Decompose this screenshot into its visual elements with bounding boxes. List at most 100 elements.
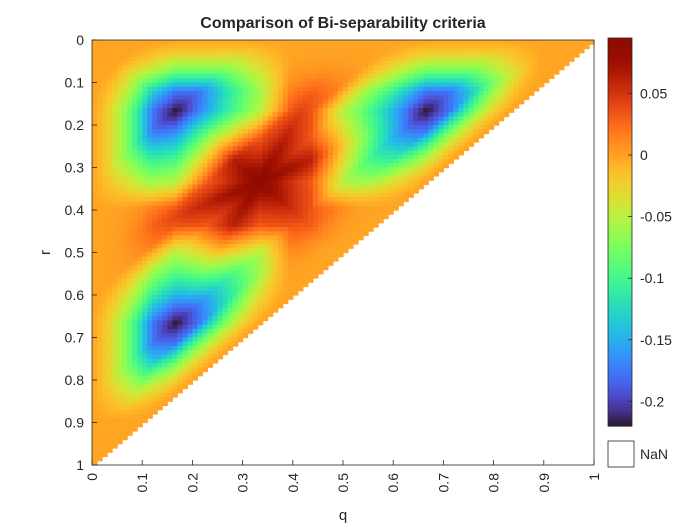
- heatmap-cell: [112, 167, 118, 173]
- heatmap-cell: [368, 61, 374, 67]
- heatmap-cell: [167, 371, 173, 377]
- heatmap-cell: [102, 239, 108, 245]
- heatmap-cell: [142, 290, 148, 296]
- heatmap-cell: [162, 392, 168, 398]
- heatmap-cell: [252, 278, 259, 283]
- heatmap-cell: [217, 99, 224, 105]
- heatmap-cell: [267, 252, 274, 258]
- heatmap-cell: [418, 167, 424, 173]
- heatmap-cell: [197, 171, 204, 177]
- heatmap-cell: [92, 418, 98, 424]
- heatmap-cell: [393, 40, 399, 45]
- heatmap-cell: [277, 210, 284, 215]
- heatmap-cell: [322, 150, 329, 156]
- heatmap-cell: [117, 222, 123, 228]
- heatmap-cell: [162, 99, 168, 105]
- heatmap-cell: [237, 201, 244, 207]
- heatmap-cell: [127, 99, 133, 105]
- heatmap-cell: [167, 333, 173, 339]
- heatmap-cell: [393, 57, 399, 62]
- heatmap-cell: [162, 388, 168, 394]
- heatmap-cell: [383, 205, 389, 211]
- heatmap-cell: [147, 307, 153, 313]
- heatmap-cell: [177, 363, 183, 368]
- heatmap-cell: [348, 205, 354, 211]
- heatmap-cell: [337, 154, 344, 160]
- heatmap-cell: [117, 324, 123, 330]
- heatmap-cell: [227, 239, 234, 245]
- heatmap-cell: [292, 116, 299, 122]
- heatmap-cell: [478, 61, 485, 67]
- heatmap-cell: [257, 252, 264, 258]
- heatmap-cell: [332, 184, 339, 190]
- heatmap-cell: [257, 150, 264, 156]
- heatmap-cell: [147, 86, 153, 92]
- heatmap-cell: [127, 265, 133, 271]
- heatmap-cell: [458, 129, 465, 135]
- heatmap-cell: [423, 120, 429, 126]
- heatmap-cell: [112, 401, 118, 407]
- heatmap-cell: [373, 48, 379, 54]
- heatmap-cell: [463, 78, 470, 84]
- heatmap-cell: [122, 214, 128, 220]
- heatmap-cell: [242, 193, 249, 198]
- heatmap-cell: [102, 74, 108, 79]
- heatmap-cell: [242, 78, 249, 84]
- heatmap-cell: [287, 65, 294, 71]
- heatmap-cell: [132, 384, 138, 390]
- heatmap-cell: [207, 346, 214, 351]
- heatmap-cell: [242, 244, 249, 249]
- heatmap-cell: [267, 180, 274, 186]
- heatmap-cell: [227, 252, 234, 258]
- heatmap-cell: [237, 252, 244, 258]
- heatmap-cell: [97, 129, 103, 135]
- heatmap-cell: [102, 248, 108, 254]
- heatmap-cell: [197, 142, 204, 147]
- heatmap-cell: [418, 69, 424, 75]
- heatmap-cell: [217, 222, 224, 228]
- heatmap-cell: [528, 48, 535, 54]
- heatmap-cell: [162, 273, 168, 279]
- heatmap-cell: [107, 358, 113, 364]
- heatmap-cell: [302, 197, 309, 203]
- heatmap-cell: [132, 307, 138, 313]
- heatmap-cell: [373, 137, 379, 143]
- heatmap-cell: [257, 69, 264, 75]
- heatmap-cell: [227, 290, 234, 296]
- heatmap-cell: [172, 69, 178, 75]
- heatmap-cell: [448, 44, 455, 50]
- heatmap-cell: [172, 57, 178, 62]
- heatmap-cell: [272, 95, 279, 101]
- heatmap-cell: [418, 125, 424, 130]
- heatmap-cell: [393, 150, 399, 156]
- heatmap-cell: [373, 146, 379, 152]
- heatmap-cell: [132, 371, 138, 377]
- heatmap-cell: [147, 346, 153, 351]
- heatmap-cell: [112, 205, 118, 211]
- heatmap-cell: [438, 133, 444, 139]
- heatmap-cell: [358, 184, 364, 190]
- heatmap-cell: [322, 108, 329, 113]
- heatmap-cell: [267, 167, 274, 173]
- heatmap-cell: [337, 103, 344, 109]
- heatmap-cell: [327, 244, 334, 249]
- heatmap-cell: [343, 180, 349, 186]
- heatmap-cell: [137, 108, 143, 113]
- heatmap-cell: [142, 341, 148, 347]
- heatmap-cell: [92, 380, 98, 385]
- heatmap-cell: [327, 44, 334, 50]
- heatmap-cell: [267, 269, 274, 275]
- heatmap-cell: [217, 256, 224, 262]
- heatmap-cell: [117, 61, 123, 67]
- heatmap-cell: [513, 65, 520, 71]
- heatmap-cell: [363, 52, 369, 58]
- heatmap-cell: [112, 103, 118, 109]
- heatmap-cell: [142, 125, 148, 130]
- heatmap-cell: [202, 69, 209, 75]
- heatmap-cell: [257, 44, 264, 50]
- heatmap-cell: [322, 95, 329, 101]
- heatmap-cell: [182, 239, 188, 245]
- heatmap-cell: [107, 112, 113, 118]
- heatmap-cell: [122, 350, 128, 356]
- heatmap-cell: [92, 460, 98, 466]
